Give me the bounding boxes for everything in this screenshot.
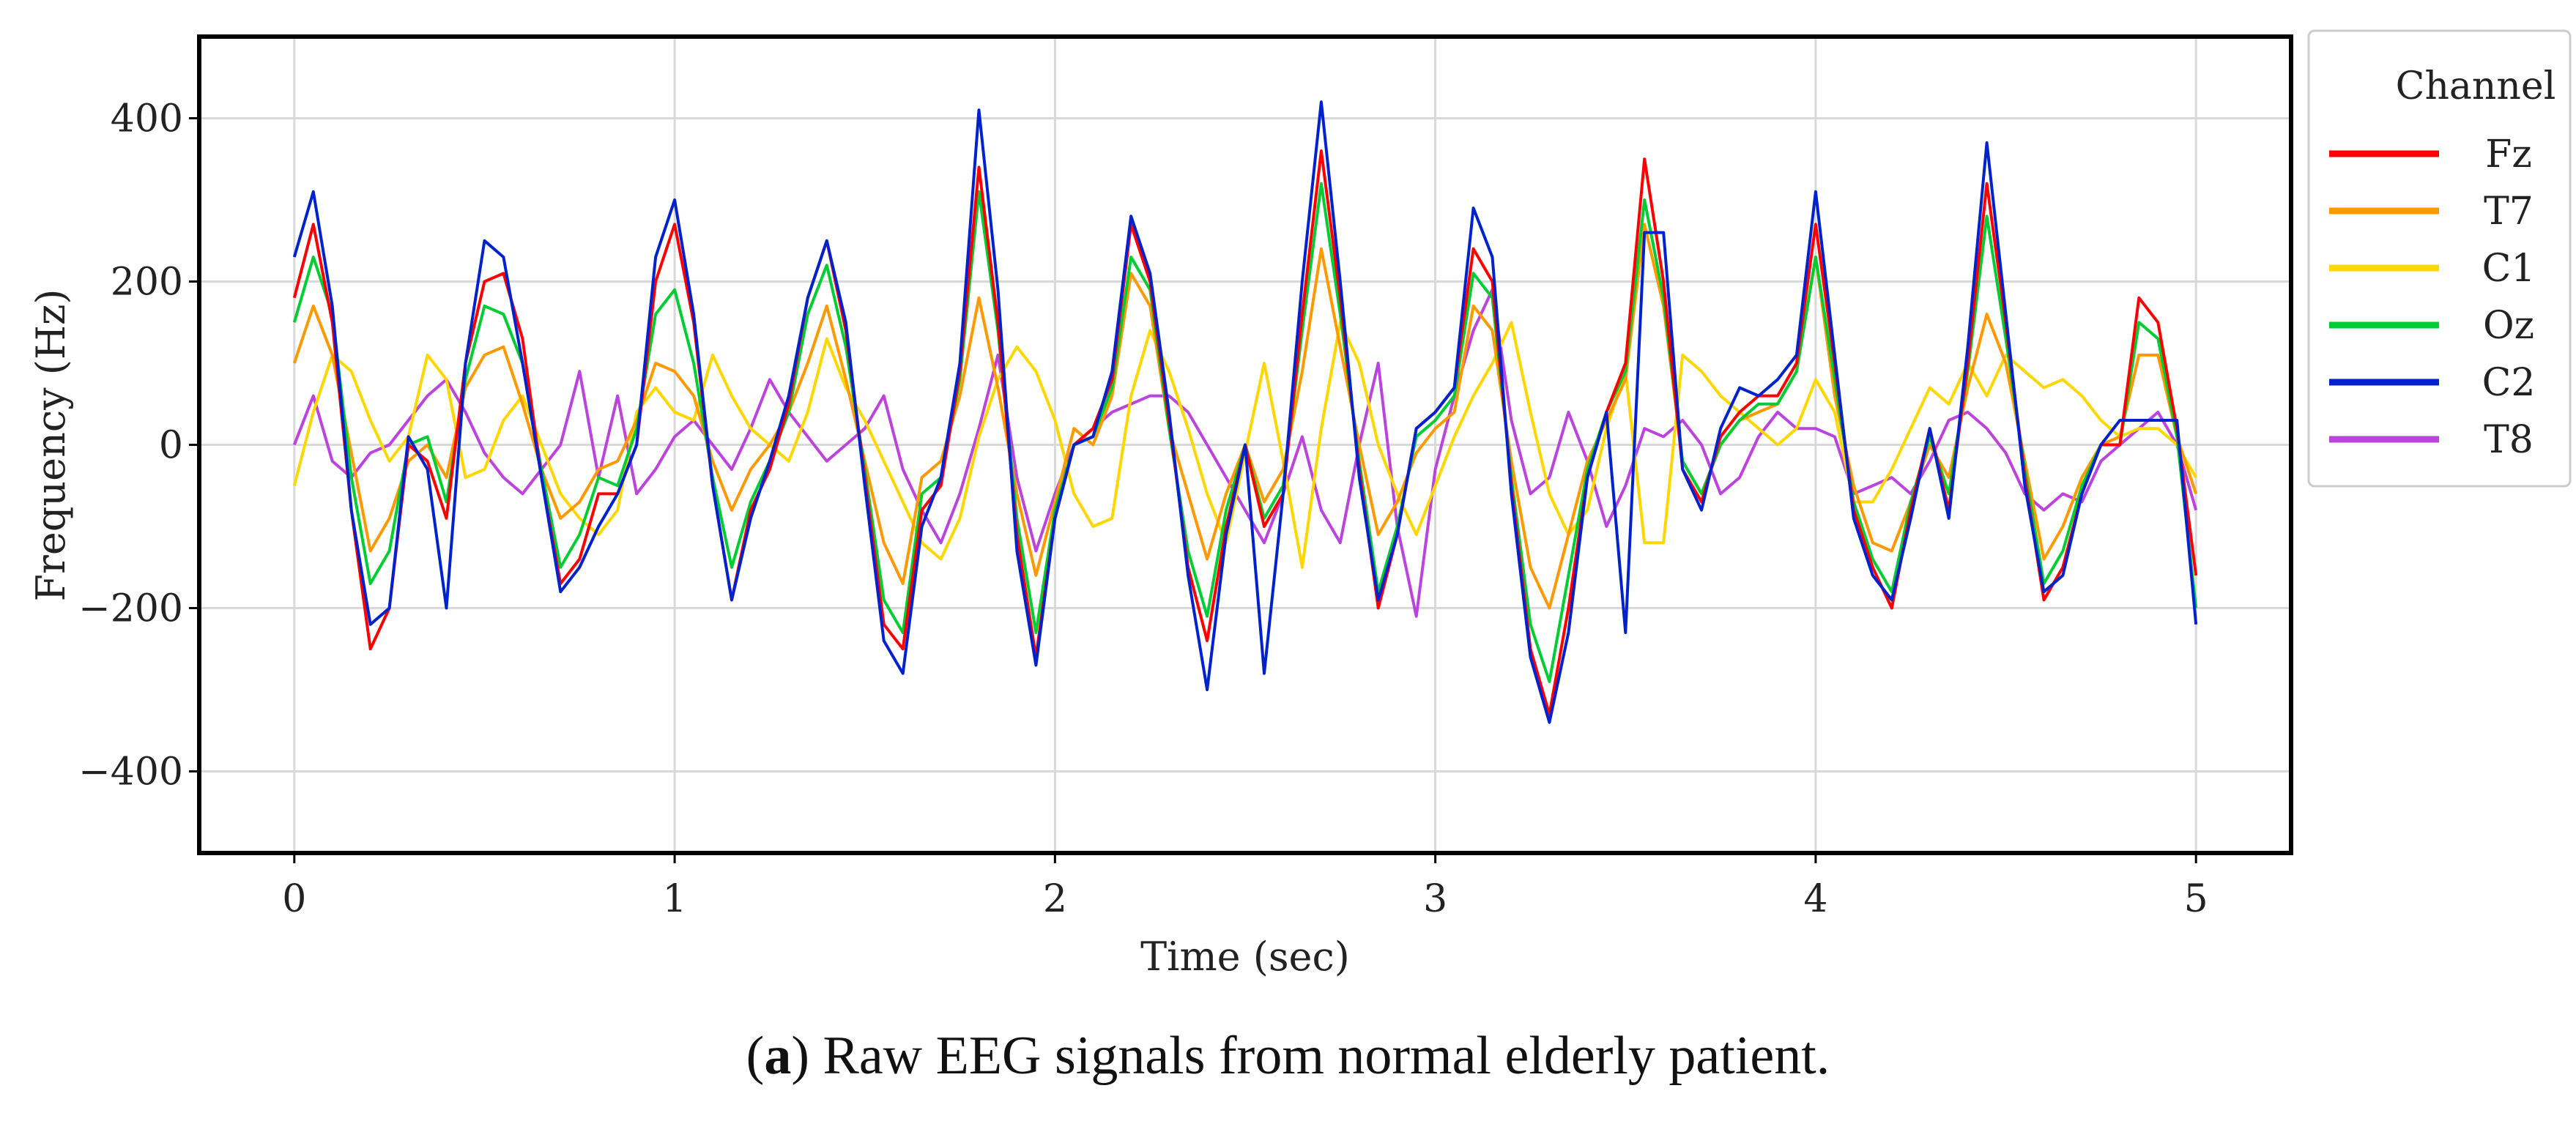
series-line-c2 (292, 100, 2198, 724)
x-tick-label: 3 (1423, 877, 1447, 921)
y-tick-label: 400 (111, 97, 183, 141)
y-tick-label: 200 (111, 261, 183, 305)
legend-box (2307, 29, 2572, 488)
x-tick-label: 1 (663, 877, 687, 921)
series-line-t8 (292, 288, 2198, 618)
legend-label-oz: Oz (2483, 304, 2534, 348)
legend-label-t7: T7 (2484, 190, 2534, 234)
legend-label-fz: Fz (2485, 133, 2531, 176)
legend-title: Channel (2396, 64, 2556, 108)
y-tick-label: −400 (78, 751, 183, 794)
y-axis-title: Frequency (Hz) (28, 289, 74, 602)
legend-label-c2: C2 (2482, 361, 2536, 405)
caption-text: Raw EEG signals from normal elderly pati… (809, 1026, 1830, 1086)
x-tick-label: 0 (282, 877, 306, 921)
figure-caption: (a) Raw EEG signals from normal elderly … (746, 1026, 1830, 1086)
x-tick-label: 4 (1803, 877, 1827, 921)
series-lines (292, 100, 2198, 724)
gridlines (199, 37, 2291, 853)
legend: Channel Fz T7 C1 Oz C2 T8 (2307, 29, 2572, 488)
x-tick-label: 2 (1043, 877, 1067, 921)
x-tick-label: 5 (2184, 877, 2208, 921)
y-tick-label: −200 (78, 587, 183, 631)
legend-label-c1: C1 (2482, 247, 2536, 291)
legend-label-t8: T8 (2484, 418, 2534, 462)
y-tick-label: 0 (159, 424, 183, 468)
caption-label: a (764, 1026, 792, 1086)
x-axis-ticks: 0 1 2 3 4 5 (282, 853, 2208, 921)
y-axis-ticks: −400 −200 0 200 400 (78, 97, 199, 794)
x-axis-title: Time (sec) (1140, 934, 1350, 980)
